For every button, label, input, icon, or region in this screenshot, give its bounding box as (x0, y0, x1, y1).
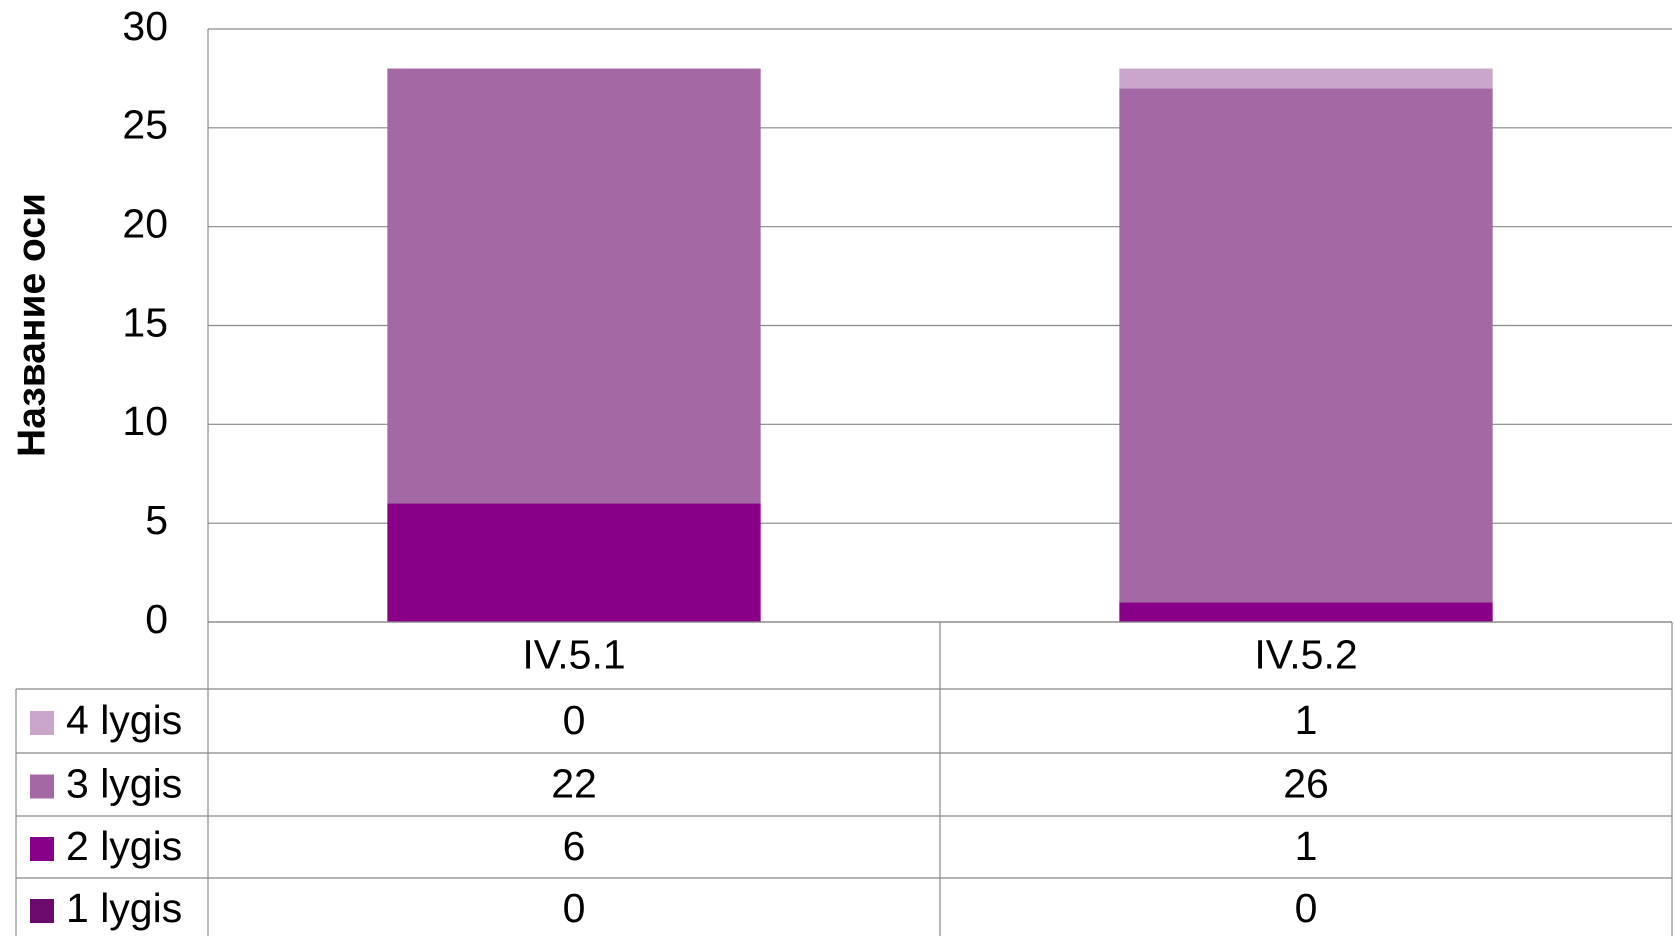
table-value: 0 (1295, 885, 1318, 931)
y-tick-label: 20 (122, 200, 168, 246)
legend-swatch (30, 837, 54, 861)
legend-label: 3 lygis (66, 760, 182, 806)
table-value: 1 (1295, 823, 1318, 869)
y-tick-label: 10 (122, 398, 168, 444)
table-value: 1 (1295, 697, 1318, 743)
y-axis-title: Название оси (10, 193, 53, 457)
bar-segment (387, 69, 760, 504)
x-tick-label: IV.5.1 (522, 631, 625, 677)
bar-segment (1119, 88, 1492, 602)
table-value: 0 (563, 697, 586, 743)
legend-label: 4 lygis (66, 697, 182, 743)
legend-swatch (30, 899, 54, 923)
x-tick-label: IV.5.2 (1254, 631, 1357, 677)
y-tick-label: 15 (122, 299, 168, 345)
y-tick-label: 30 (122, 3, 168, 49)
table-value: 0 (563, 885, 586, 931)
table-value: 6 (563, 823, 586, 869)
bar-segment (387, 503, 760, 622)
y-tick-label: 0 (145, 596, 168, 642)
bar-segment (1119, 602, 1492, 622)
table-value: 22 (551, 760, 597, 806)
table-value: 26 (1283, 760, 1329, 806)
legend-label: 1 lygis (66, 885, 182, 931)
legend-swatch (30, 711, 54, 735)
legend-swatch (30, 775, 54, 799)
bar-segment (1119, 69, 1492, 89)
chart: Название оси 051015202530IV.5.1IV.5.21 l… (0, 0, 1675, 936)
legend-label: 2 lygis (66, 823, 182, 869)
y-tick-label: 5 (145, 497, 168, 543)
y-tick-label: 25 (122, 102, 168, 148)
